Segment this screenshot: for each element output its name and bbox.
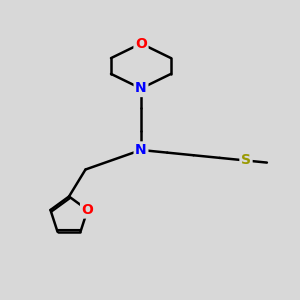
Text: O: O xyxy=(82,203,94,217)
Text: S: S xyxy=(241,154,251,167)
Text: O: O xyxy=(135,37,147,50)
Text: N: N xyxy=(135,82,147,95)
Text: N: N xyxy=(135,143,147,157)
